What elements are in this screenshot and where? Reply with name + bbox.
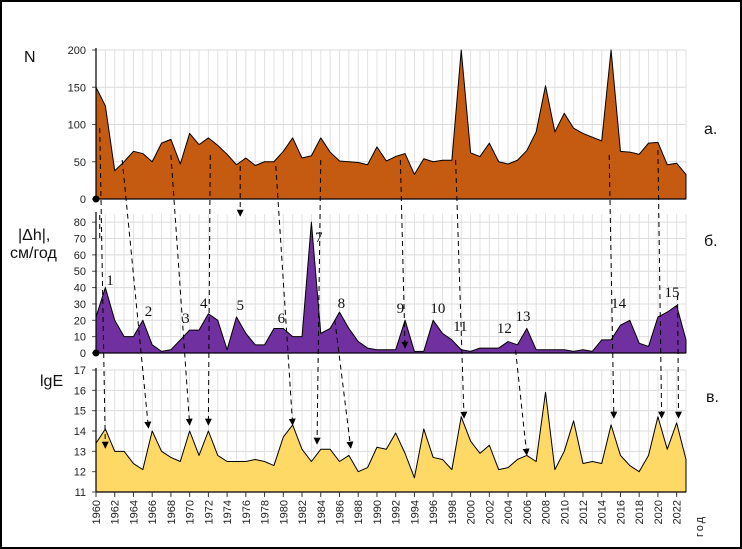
dashed-arrow-9 (399, 159, 409, 349)
x-tick-label-1992: 1992 (391, 500, 403, 524)
annotation-3: 3 (182, 311, 190, 327)
b-ytick-label-8: 80 (74, 217, 86, 229)
b-ytick-label-3: 30 (74, 299, 86, 311)
dashed-arrow-3 (170, 154, 193, 426)
c-ytick-label-1: 12 (74, 467, 86, 479)
b-series-area (95, 221, 687, 354)
annotation-4: 4 (200, 296, 208, 312)
dashed-arrow-14 (674, 294, 682, 419)
panel-a-label: а. (704, 121, 717, 138)
annotation-7: 7 (315, 230, 323, 246)
panel-b-origin-marker (92, 349, 100, 357)
a-ytick-label-4: 200 (68, 45, 86, 57)
x-tick-label-2014: 2014 (597, 500, 609, 524)
dashed-arrow-12 (608, 154, 618, 419)
panel-a: N а. 0 50 100 150 200 (24, 45, 717, 206)
panel-a-ylabel: N (24, 49, 36, 66)
annotation-14: 14 (611, 296, 627, 312)
annotation-13: 13 (516, 309, 531, 325)
c-ytick-label-4: 15 (74, 406, 86, 418)
x-tick-label-1970: 1970 (185, 500, 197, 524)
dashed-arrow-4 (204, 154, 212, 426)
x-tick-label-2016: 2016 (615, 500, 627, 524)
x-tick-label-1960: 1960 (91, 500, 103, 524)
x-tick-label-1964: 1964 (128, 500, 140, 524)
panel-b-ylabel-line2: см/год (10, 245, 57, 262)
annotation-12: 12 (497, 321, 512, 337)
x-tick-label-1996: 1996 (428, 500, 440, 524)
panel-a-origin-marker (92, 195, 100, 203)
x-tick-label-2004: 2004 (503, 500, 515, 524)
x-tick-label-1980: 1980 (278, 500, 290, 524)
annotation-15: 15 (664, 285, 679, 301)
x-tick-label-1994: 1994 (409, 500, 421, 524)
x-tick-label-1968: 1968 (166, 500, 178, 524)
x-tick-label-1986: 1986 (334, 500, 346, 524)
a-ytick-label-0: 0 (80, 194, 86, 206)
arrows-layer (99, 127, 682, 456)
x-tick-label-2002: 2002 (484, 500, 496, 524)
a-ytick-label-1: 50 (74, 157, 86, 169)
annotation-11: 11 (453, 319, 467, 335)
x-tick-label-2012: 2012 (578, 500, 590, 524)
annotation-2: 2 (145, 304, 153, 320)
x-tick-label-1976: 1976 (241, 500, 253, 524)
x-tick-label-2008: 2008 (541, 500, 553, 524)
dashed-arrow-10 (455, 159, 468, 419)
x-tick-label-1990: 1990 (372, 500, 384, 524)
c-ytick-label-2: 13 (74, 446, 86, 458)
a-ytick-label-2: 100 (68, 120, 86, 132)
panel-c: lgE в. 11 12 13 14 15 16 17 (40, 365, 719, 499)
c-ytick-label-5: 16 (74, 385, 86, 397)
b-ytick-label-1: 10 (74, 332, 86, 344)
x-tick-label-1966: 1966 (147, 500, 159, 524)
b-ytick-label-6: 60 (74, 250, 86, 262)
panel-b-label: б. (704, 233, 718, 250)
dashed-arrow-6 (275, 165, 296, 426)
x-tick-label-1988: 1988 (353, 500, 365, 524)
panel-b-ylabel-line1: |Δh|, (18, 227, 50, 244)
panel-c-label: в. (706, 389, 719, 406)
x-tick-label-1984: 1984 (316, 500, 328, 524)
x-tick-label-2006: 2006 (522, 500, 534, 524)
x-tick-label-2020: 2020 (653, 500, 665, 524)
b-ytick-label-4: 40 (74, 283, 86, 295)
x-tick-label-1978: 1978 (260, 500, 272, 524)
annotation-6: 6 (278, 311, 286, 327)
annotation-1: 1 (106, 273, 114, 289)
x-tick-label-1972: 1972 (203, 500, 215, 524)
annotation-5: 5 (236, 298, 244, 314)
x-tick-label-2018: 2018 (634, 500, 646, 524)
b-ytick-label-7: 70 (74, 234, 86, 246)
c-series-area (95, 391, 687, 493)
b-ytick-label-5: 50 (74, 266, 86, 278)
x-tick-label-2010: 2010 (559, 500, 571, 524)
annotation-9: 9 (397, 301, 405, 317)
dashed-arrow-7 (313, 159, 322, 445)
panel-b: |Δh|, см/год б. 0 10 20 30 40 50 60 70 80 (10, 212, 718, 360)
a-ytick-label-3: 150 (68, 82, 86, 94)
c-ytick-label-0: 11 (75, 487, 86, 499)
x-tick-label-2022: 2022 (672, 500, 684, 524)
x-tick-label-1974: 1974 (222, 500, 234, 524)
panel-c-ylabel: lgE (40, 373, 63, 390)
b-ytick-label-2: 20 (74, 315, 86, 327)
c-ytick-label-3: 14 (74, 426, 86, 438)
x-tick-label-1998: 1998 (447, 500, 459, 524)
annotation-10: 10 (430, 301, 445, 317)
x-tick-label-1962: 1962 (110, 500, 122, 524)
x-tick-label-1982: 1982 (297, 500, 309, 524)
dashed-arrow-8 (334, 319, 354, 449)
x-axis-title: год (694, 515, 706, 537)
annotation-8: 8 (338, 296, 346, 312)
x-tick-label-2000: 2000 (466, 500, 478, 524)
a-series-area (95, 49, 687, 200)
b-ytick-label-0: 0 (80, 348, 86, 360)
c-ytick-label-6: 17 (74, 365, 86, 377)
